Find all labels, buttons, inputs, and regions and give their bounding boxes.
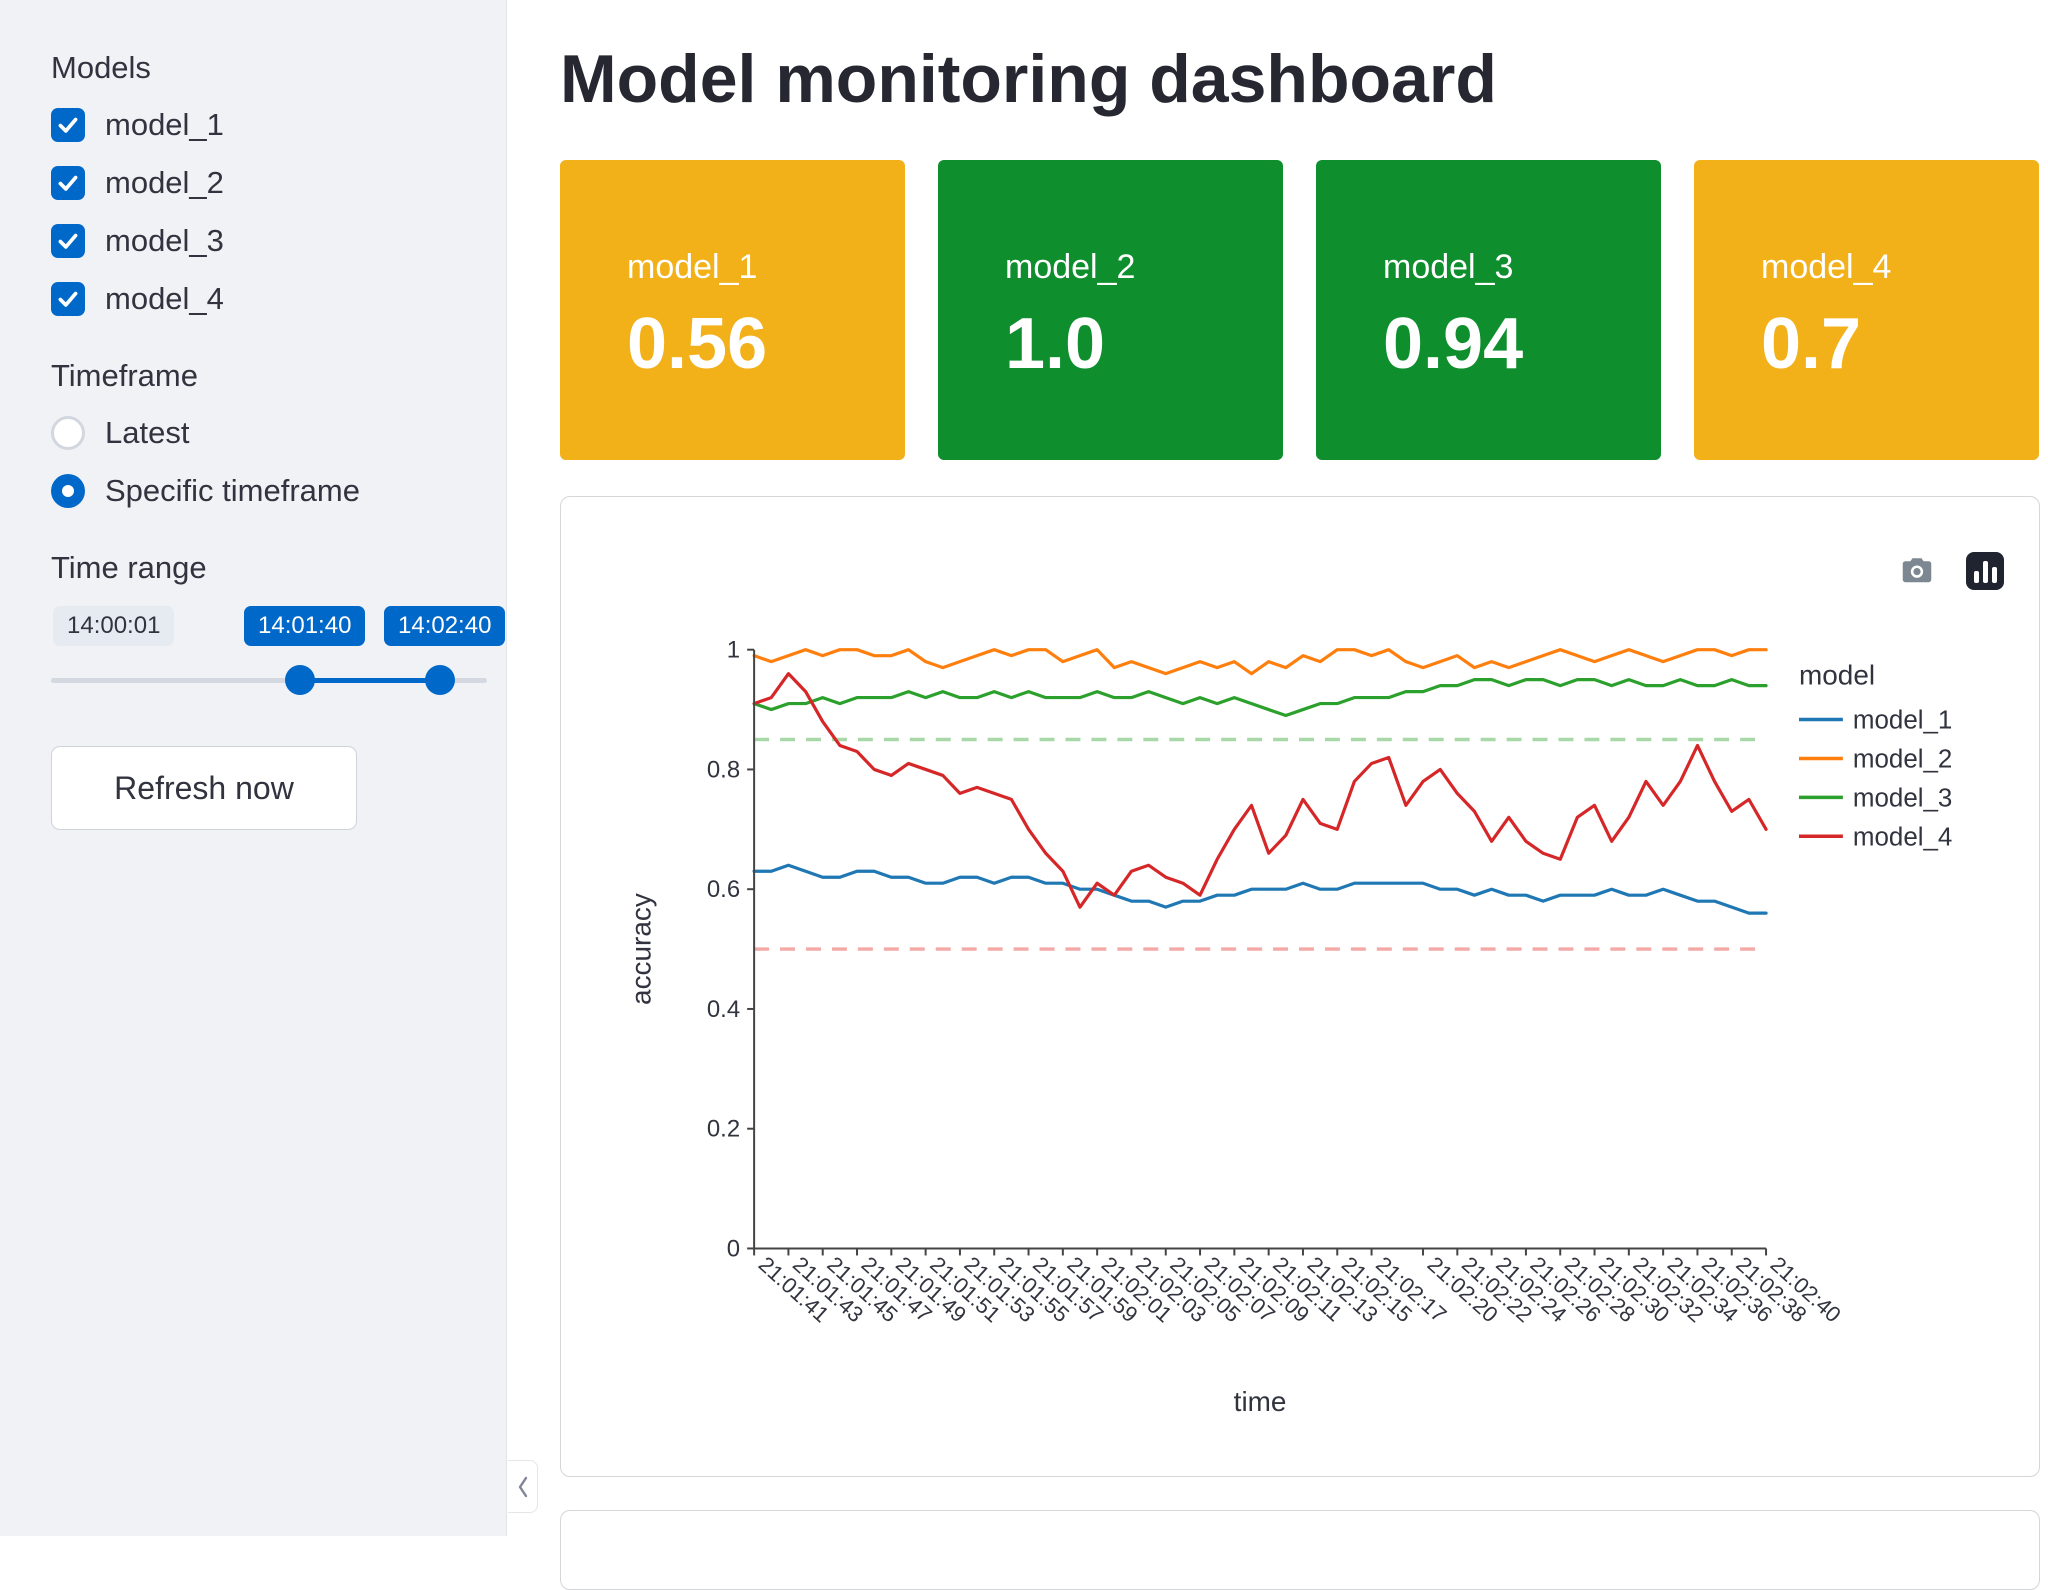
checkbox-model-3[interactable]: model_3 bbox=[51, 218, 480, 264]
metric-card-model-4: model_4 0.7 bbox=[1694, 160, 2039, 460]
metric-card-name: model_3 bbox=[1383, 248, 1514, 286]
metric-card-value: 0.56 bbox=[627, 304, 768, 384]
sidebar: Models model_1 model_2 model_3 model_4 T… bbox=[0, 0, 507, 1536]
checkbox-checked-icon[interactable] bbox=[51, 108, 85, 142]
metric-card-name: model_4 bbox=[1761, 248, 1892, 286]
slider-track[interactable] bbox=[51, 665, 487, 695]
radio-label: Specific timeframe bbox=[105, 473, 360, 508]
svg-text:0: 0 bbox=[727, 1235, 740, 1262]
svg-text:time: time bbox=[1234, 1386, 1287, 1417]
metric-card-value: 0.7 bbox=[1761, 304, 1862, 384]
timeframe-section-label: Timeframe bbox=[51, 358, 198, 393]
metric-card-name: model_2 bbox=[1005, 248, 1136, 286]
metric-card-value: 1.0 bbox=[1005, 304, 1106, 384]
slider-handle-end[interactable] bbox=[425, 665, 455, 695]
accuracy-line-chart[interactable]: 00.20.40.60.8121:01:4121:01:4321:01:4521… bbox=[561, 497, 2039, 1476]
metric-card-value: 0.94 bbox=[1383, 304, 1524, 384]
chevron-left-icon bbox=[518, 1476, 527, 1497]
checkbox-checked-icon[interactable] bbox=[51, 166, 85, 200]
svg-text:0.4: 0.4 bbox=[707, 996, 740, 1023]
plotly-modebar bbox=[1898, 552, 2004, 590]
accuracy-chart-panel: 0 0.2 0.4 0.6 0.8 1 21:01:41 21:01:43 21:01:45 21… bbox=[560, 496, 2040, 1477]
camera-download-icon[interactable] bbox=[1898, 552, 1936, 590]
slider-handle-start[interactable] bbox=[285, 665, 315, 695]
checkbox-label: model_3 bbox=[105, 223, 224, 258]
metric-cards-row: model_1 0.56 model_2 1.0 model_3 0.94 mo… bbox=[560, 160, 2039, 460]
checkbox-label: model_2 bbox=[105, 165, 224, 200]
time-range-section-label: Time range bbox=[51, 550, 207, 585]
checkbox-model-2[interactable]: model_2 bbox=[51, 160, 480, 206]
checkbox-checked-icon[interactable] bbox=[51, 224, 85, 258]
svg-text:0.8: 0.8 bbox=[707, 756, 740, 783]
svg-text:0.2: 0.2 bbox=[707, 1116, 740, 1143]
page-title: Model monitoring dashboard bbox=[560, 41, 1497, 117]
models-section-label: Models bbox=[51, 50, 151, 85]
metric-card-name: model_1 bbox=[627, 248, 758, 286]
radio-unselected-icon[interactable] bbox=[51, 416, 85, 450]
svg-text:model_4: model_4 bbox=[1853, 823, 1953, 851]
slider-end-value-label: 14:02:40 bbox=[384, 606, 506, 646]
checkbox-model-1[interactable]: model_1 bbox=[51, 102, 480, 148]
radio-label: Latest bbox=[105, 415, 190, 450]
svg-text:accuracy: accuracy bbox=[625, 893, 656, 1005]
slider-selected-range bbox=[300, 678, 440, 683]
metric-card-model-3: model_3 0.94 bbox=[1316, 160, 1661, 460]
sidebar-collapse-button[interactable] bbox=[508, 1460, 538, 1513]
checkbox-checked-icon[interactable] bbox=[51, 282, 85, 316]
metric-card-model-2: model_2 1.0 bbox=[938, 160, 1283, 460]
svg-text:model_3: model_3 bbox=[1853, 784, 1953, 812]
svg-text:model_1: model_1 bbox=[1853, 707, 1953, 735]
svg-text:model: model bbox=[1799, 660, 1875, 691]
slider-start-value-label: 14:01:40 bbox=[244, 606, 366, 646]
time-range-slider[interactable]: 14:00:01 14:01:40 14:02:40 bbox=[51, 606, 506, 716]
metric-card-model-1: model_1 0.56 bbox=[560, 160, 905, 460]
slider-min-label: 14:00:01 bbox=[53, 606, 175, 646]
main-content: Model monitoring dashboard model_1 0.56 … bbox=[507, 0, 2048, 1590]
svg-text:model_2: model_2 bbox=[1853, 745, 1953, 773]
radio-latest[interactable]: Latest bbox=[51, 410, 480, 456]
checkbox-label: model_1 bbox=[105, 107, 224, 142]
checkbox-label: model_4 bbox=[105, 281, 224, 316]
checkbox-model-4[interactable]: model_4 bbox=[51, 276, 480, 322]
svg-text:0.6: 0.6 bbox=[707, 876, 740, 903]
plotly-logo-icon[interactable] bbox=[1966, 552, 2004, 590]
radio-selected-icon[interactable] bbox=[51, 474, 85, 508]
radio-specific-timeframe[interactable]: Specific timeframe bbox=[51, 468, 480, 514]
refresh-now-button[interactable]: Refresh now bbox=[51, 746, 357, 830]
secondary-panel bbox=[560, 1510, 2040, 1590]
svg-text:1: 1 bbox=[727, 637, 740, 664]
